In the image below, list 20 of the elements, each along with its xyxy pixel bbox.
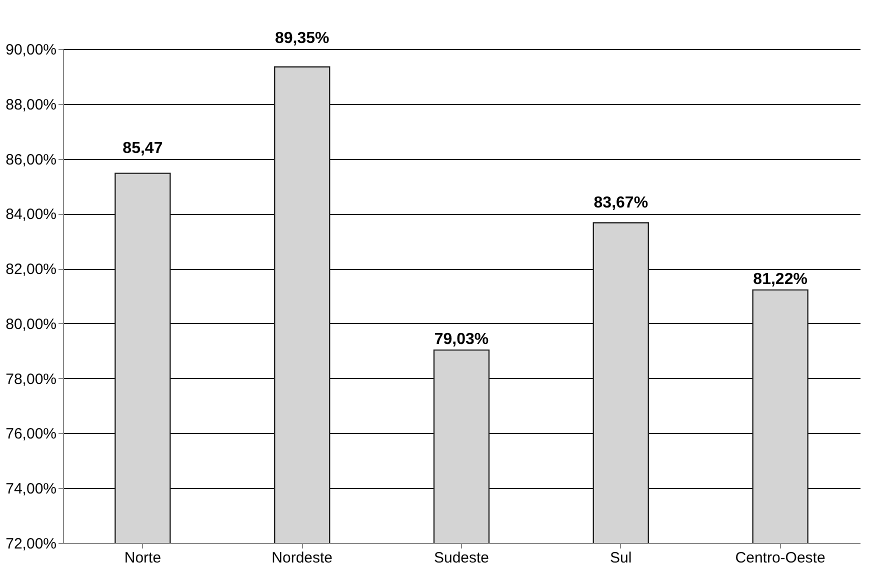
x-tick-label: Norte <box>124 550 162 566</box>
x-tick-label: Centro-Oeste <box>735 550 826 566</box>
y-tick-label: 84,00% <box>6 206 56 224</box>
y-tick-label: 80,00% <box>6 316 56 333</box>
x-tick-label: Sul <box>610 550 632 566</box>
data-label: 89,35% <box>274 30 330 47</box>
y-tick-label: 88,00% <box>6 96 56 114</box>
y-tick-label: 82,00% <box>6 261 56 278</box>
y-tick-label: 78,00% <box>6 370 56 388</box>
y-tick-label: 90,00% <box>6 42 56 58</box>
x-tick-label: Sudeste <box>434 550 490 566</box>
data-label: 79,03% <box>434 331 489 348</box>
data-label: 83,67% <box>594 194 648 212</box>
data-label: 81,22% <box>753 270 808 288</box>
y-tick-label: 72,00% <box>6 536 56 552</box>
data-label: 85,47 <box>122 140 163 157</box>
y-tick-label: 86,00% <box>6 151 56 168</box>
y-tick-label: 74,00% <box>6 480 56 498</box>
y-tick-label: 76,00% <box>6 426 56 443</box>
x-tick-label: Nordeste <box>272 550 333 566</box>
